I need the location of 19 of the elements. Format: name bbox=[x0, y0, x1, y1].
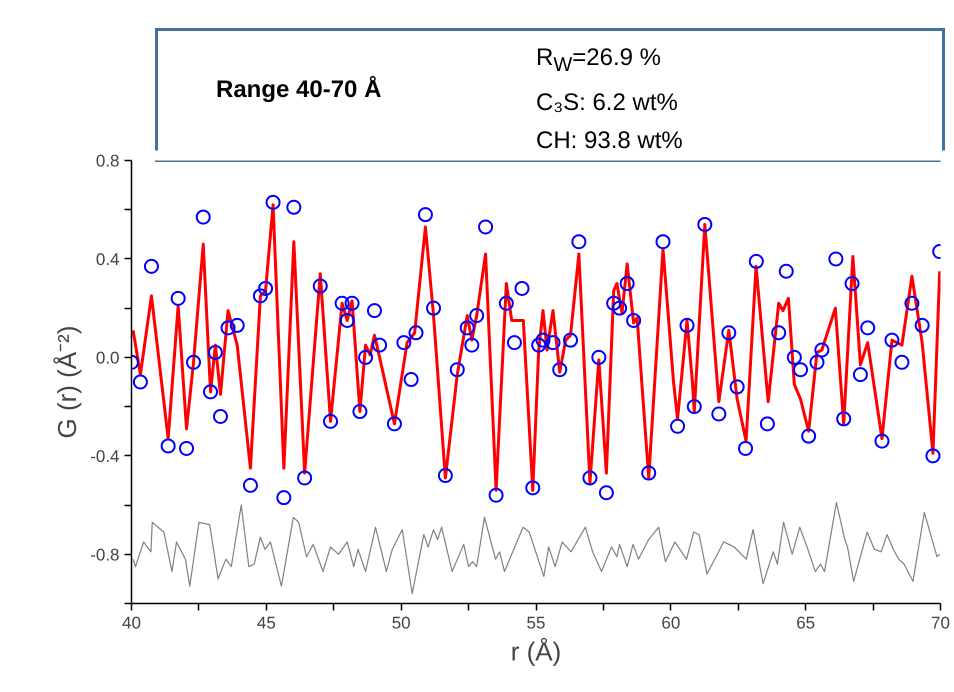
text: CH: 93.8 wt% bbox=[536, 126, 683, 154]
text: R$_{W}$=26.9 % bbox=[536, 44, 661, 76]
y-tick-label: 0.8 bbox=[96, 152, 120, 170]
y-tick-label: 0.0 bbox=[96, 348, 120, 368]
x-tick-label: 70 bbox=[931, 614, 950, 632]
x-tick-label: 65 bbox=[796, 614, 816, 632]
y-tick-label: -0.4 bbox=[90, 446, 120, 466]
x-axis-title: r (Å) bbox=[510, 636, 562, 666]
x-tick-label: 55 bbox=[526, 614, 546, 632]
line-series bbox=[132, 502, 940, 594]
y-tick-label: -0.8 bbox=[90, 545, 120, 564]
y-tick-label: 0.4 bbox=[96, 250, 120, 269]
x-tick-label: 60 bbox=[661, 614, 680, 632]
y-axis-title: G (r) (Å⁻²) bbox=[52, 326, 82, 438]
text: Range 40-70 Å bbox=[216, 74, 382, 105]
x-tick-label: 50 bbox=[392, 614, 411, 632]
text: C₃S: 6.2 wt% bbox=[536, 88, 678, 116]
x-tick-label: 40 bbox=[122, 614, 141, 632]
x-tick-label: 45 bbox=[256, 614, 276, 632]
